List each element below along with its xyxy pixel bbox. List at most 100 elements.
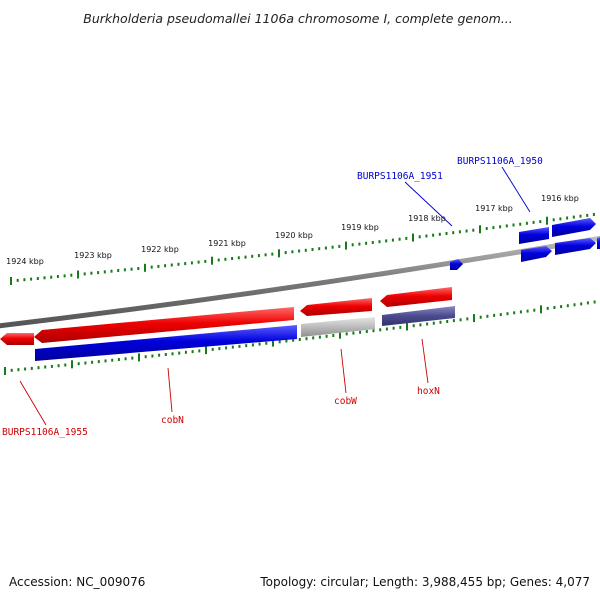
minor-tick bbox=[365, 241, 368, 245]
gene-burps1106a-1950[interactable] bbox=[552, 218, 596, 237]
minor-tick bbox=[50, 275, 53, 279]
minor-tick bbox=[131, 356, 134, 360]
minor-tick bbox=[231, 257, 234, 260]
minor-tick bbox=[198, 349, 201, 353]
major-tick bbox=[4, 367, 6, 375]
label-cobN[interactable]: cobN bbox=[161, 415, 184, 426]
minor-tick bbox=[325, 334, 328, 338]
minor-tick bbox=[190, 261, 193, 265]
leader-cobW bbox=[340, 348, 347, 394]
minor-tick bbox=[30, 277, 33, 281]
minor-tick bbox=[332, 334, 335, 337]
minor-tick bbox=[358, 242, 361, 246]
minor-tick bbox=[110, 269, 113, 273]
minor-tick bbox=[292, 338, 295, 342]
minor-tick bbox=[559, 217, 562, 221]
minor-tick bbox=[124, 357, 127, 361]
minor-tick bbox=[184, 262, 187, 266]
minor-tick bbox=[560, 305, 563, 309]
minor-tick bbox=[452, 231, 455, 235]
reverse-strand bbox=[35, 306, 455, 361]
minor-tick bbox=[580, 302, 583, 306]
label-burps1106a-1951[interactable]: BURPS1106A_1951 bbox=[357, 171, 443, 182]
label-burps1106a-1955[interactable]: BURPS1106A_1955 bbox=[2, 427, 88, 438]
gene-forward-4[interactable] bbox=[380, 287, 452, 307]
gene-cobW[interactable] bbox=[301, 317, 375, 337]
major-tick bbox=[211, 256, 213, 265]
label-hoxN[interactable]: hoxN bbox=[417, 386, 440, 397]
major-tick bbox=[339, 330, 341, 339]
major-tick bbox=[473, 314, 475, 323]
minor-tick bbox=[111, 358, 114, 362]
minor-tick bbox=[338, 244, 341, 248]
minor-tick bbox=[379, 328, 382, 332]
minor-tick bbox=[419, 323, 422, 327]
major-tick bbox=[71, 360, 73, 369]
major-tick bbox=[205, 346, 207, 355]
minor-tick bbox=[104, 359, 107, 363]
gene-forward-3[interactable] bbox=[300, 298, 372, 316]
minor-tick bbox=[479, 315, 482, 319]
minor-tick bbox=[331, 245, 334, 249]
label-cobW[interactable]: cobW bbox=[334, 396, 357, 407]
minor-tick bbox=[506, 312, 509, 316]
major-tick bbox=[144, 263, 146, 272]
minor-tick bbox=[123, 268, 126, 272]
minor-tick bbox=[579, 214, 582, 218]
forward-strand bbox=[0, 287, 452, 345]
label-burps1106a-1950[interactable]: BURPS1106A_1950 bbox=[457, 156, 543, 167]
scale-ticks-outer bbox=[10, 213, 595, 285]
minor-tick bbox=[231, 345, 234, 349]
minor-tick bbox=[83, 272, 86, 276]
minor-tick bbox=[351, 243, 354, 247]
gene-hoxN[interactable] bbox=[382, 306, 455, 326]
minor-tick bbox=[492, 226, 495, 230]
minor-tick bbox=[64, 363, 67, 367]
minor-tick bbox=[553, 306, 556, 309]
scale-label-1922: 1922 kbp bbox=[141, 245, 179, 254]
minor-tick bbox=[56, 275, 59, 278]
minor-tick bbox=[251, 254, 254, 258]
gene-small-blue[interactable] bbox=[450, 259, 463, 270]
minor-tick bbox=[117, 358, 120, 361]
gene-cobN[interactable] bbox=[34, 307, 294, 343]
minor-tick bbox=[385, 327, 388, 331]
minor-tick bbox=[10, 368, 13, 372]
minor-tick bbox=[493, 313, 496, 317]
minor-tick bbox=[546, 306, 549, 310]
gene-burps1106a-1951[interactable] bbox=[519, 227, 549, 244]
minor-tick bbox=[158, 353, 161, 357]
chromosome-backbone bbox=[0, 235, 600, 329]
gene-blue-lower-2[interactable] bbox=[555, 238, 596, 255]
minor-tick bbox=[237, 256, 240, 260]
scale-label-1923: 1923 kbp bbox=[74, 251, 112, 260]
minor-tick bbox=[17, 368, 20, 372]
minor-tick bbox=[378, 240, 381, 244]
minor-tick bbox=[103, 270, 106, 274]
gene-labels: BURPS1106A_1950 BURPS1106A_1951 BURPS110… bbox=[2, 156, 543, 438]
map-title: Burkholderia pseudomallei 1106a chromoso… bbox=[83, 11, 513, 26]
minor-tick bbox=[485, 227, 488, 230]
minor-tick bbox=[84, 361, 87, 365]
gene-blue-edge[interactable] bbox=[597, 237, 600, 249]
minor-tick bbox=[513, 311, 516, 315]
upper-right-genes bbox=[450, 218, 600, 270]
minor-tick bbox=[539, 220, 542, 224]
minor-tick bbox=[244, 255, 247, 259]
minor-tick bbox=[130, 267, 133, 271]
major-tick bbox=[479, 225, 481, 234]
gene-reverse-cobN-region[interactable] bbox=[35, 325, 297, 361]
gene-burps1106a-1955[interactable] bbox=[0, 333, 34, 345]
major-tick bbox=[406, 322, 408, 331]
gene-blue-lower-1[interactable] bbox=[521, 246, 552, 262]
accession-text: Accession: NC_009076 bbox=[9, 575, 145, 589]
minor-tick bbox=[526, 309, 529, 313]
minor-tick bbox=[137, 267, 140, 270]
minor-tick bbox=[352, 331, 355, 335]
minor-tick bbox=[225, 346, 228, 350]
scale-ticks-inner bbox=[4, 300, 596, 375]
minor-tick bbox=[70, 273, 73, 277]
leader-1950 bbox=[501, 166, 531, 213]
minor-tick bbox=[525, 221, 528, 225]
minor-tick bbox=[552, 218, 555, 222]
